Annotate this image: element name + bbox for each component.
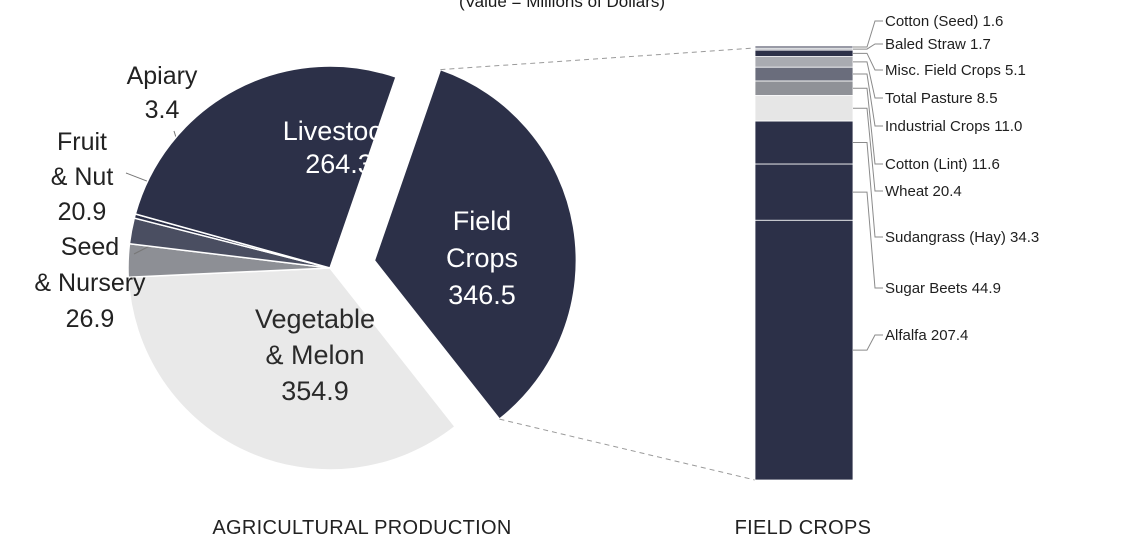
bar-label-7: Misc. Field Crops 5.1 — [885, 62, 1026, 79]
bar-leader-3 — [853, 107, 883, 192]
bar-segment-6 — [754, 56, 854, 68]
bar-label-9: Cotton (Seed) 1.6 — [885, 13, 1003, 30]
pie-label-vegetable: Vegetable & Melon 354.9 — [255, 304, 375, 406]
bar-segment-9 — [754, 45, 854, 49]
pie-caption: AGRICULTURAL PRODUCTION — [212, 517, 511, 539]
bar-segment-2 — [754, 120, 854, 165]
stacked-bar-labels: Alfalfa 207.4 Sugar Beets 44.9 Sudangrass … — [853, 13, 1039, 351]
bar-segment-5 — [754, 66, 854, 82]
bar-label-6: Total Pasture 8.5 — [885, 90, 998, 107]
stacked-bar-chart — [754, 45, 854, 481]
bar-segment-0 — [754, 219, 854, 481]
bar-caption: FIELD CROPS — [735, 517, 872, 539]
bar-leader-9 — [853, 20, 883, 48]
bar-leader-0 — [853, 334, 883, 351]
pie-slice-livestock — [134, 65, 397, 269]
chart-subtitle: (Value = Millions of Dollars) — [459, 0, 665, 11]
bar-label-2: Sudangrass (Hay) 34.3 — [885, 229, 1039, 246]
bar-leader-2 — [853, 142, 883, 238]
pie-slice-vegetable — [127, 267, 457, 471]
bar-leader-1 — [853, 191, 883, 289]
pie-label-apiary: Apiary 3.4 — [127, 62, 198, 124]
bar-leader-4 — [853, 87, 883, 165]
bar-label-3: Wheat 20.4 — [885, 183, 962, 200]
pie-label-fruit: Fruit & Nut 20.9 — [51, 128, 114, 226]
bar-leader-6 — [853, 61, 883, 99]
bar-label-4: Cotton (Lint) 11.6 — [885, 156, 1000, 173]
explode-connector-lines — [440, 47, 756, 481]
pie-slice-field — [373, 68, 578, 421]
bar-label-8: Baled Straw 1.7 — [885, 36, 991, 53]
pie-label-field: Field Crops 346.5 — [446, 206, 518, 310]
bar-segment-1 — [754, 163, 854, 221]
bar-label-1: Sugar Beets 44.9 — [885, 280, 1001, 297]
bar-label-5: Industrial Crops 11.0 — [885, 118, 1022, 135]
bar-leader-8 — [853, 43, 883, 50]
bar-leader-7 — [853, 52, 883, 71]
pie-label-seed: Seed & Nursery 26.9 — [34, 233, 146, 333]
connector-top — [440, 47, 756, 71]
bar-segment-4 — [754, 80, 854, 96]
bar-leader-5 — [853, 73, 883, 127]
connector-bottom — [499, 418, 756, 481]
pie-label-livestock: Livestock 264.3 — [283, 116, 396, 179]
bar-label-0: Alfalfa 207.4 — [885, 327, 968, 344]
bar-segment-7 — [754, 49, 854, 57]
bar-segment-3 — [754, 95, 854, 122]
pie-chart: Field Crops 346.5 Vegetable & Melon 354.9 Seed… — [34, 62, 578, 471]
